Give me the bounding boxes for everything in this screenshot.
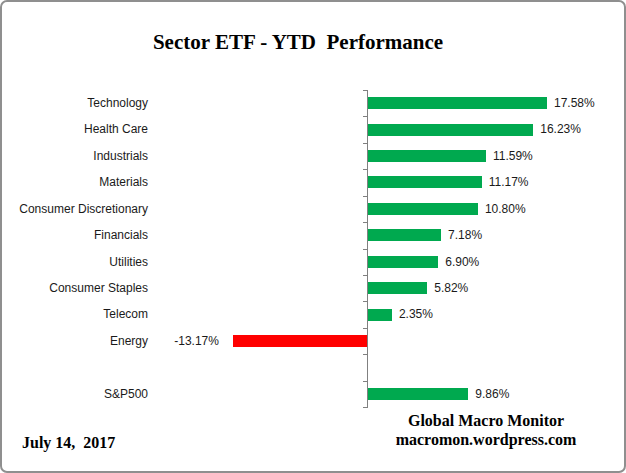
category-label: Consumer Discretionary [2,196,148,222]
axis-tick [363,275,368,276]
category-label: Utilities [2,249,148,275]
bar-positive [368,176,482,188]
credit-text: Global Macro Monitor macromon.wordpress.… [336,411,626,449]
credit-line-2: macromon.wordpress.com [336,430,626,449]
value-label: 6.90% [445,249,479,275]
category-label: Health Care [2,116,148,142]
bar-positive [368,203,478,215]
category-label: Energy [2,328,148,354]
value-label: 7.18% [448,222,482,248]
value-label: 2.35% [399,301,433,327]
credit-line-1: Global Macro Monitor [336,411,626,430]
category-label: Consumer Staples [2,275,148,301]
category-label: Telecom [2,301,148,327]
bar-positive [368,229,441,241]
value-label: 16.23% [540,116,581,142]
bar-positive [368,282,427,294]
bar-positive [368,388,468,400]
category-label: Technology [2,90,148,116]
chart-title: Sector ETF - YTD Performance [2,30,594,55]
value-label: 9.86% [475,381,509,407]
axis-tick [363,90,368,91]
category-label: Financials [2,222,148,248]
chart-canvas: Sector ETF - YTD Performance Technology 1… [0,0,626,473]
axis-tick [363,381,368,382]
bar-positive [368,256,438,268]
value-label: 17.58% [554,90,595,116]
bar-negative [233,335,367,347]
value-label: 11.17% [489,169,529,195]
axis-tick [363,328,368,329]
date-label: July 14, 2017 [22,434,115,452]
bar-positive [368,150,486,162]
axis-tick [363,116,368,117]
axis-tick [363,222,368,223]
value-label: 11.59% [493,143,533,169]
category-label: Materials [2,169,148,195]
axis-tick [363,407,368,408]
axis-tick [363,301,368,302]
value-label: 5.82% [434,275,468,301]
axis-tick [363,143,368,144]
axis-tick [363,249,368,250]
value-label: -13.17% [136,328,219,354]
axis-tick [363,169,368,170]
category-label: S&P500 [2,381,148,407]
value-label: 10.80% [485,196,526,222]
axis-tick [363,196,368,197]
bar-positive [368,124,533,136]
bar-positive [368,309,392,321]
category-label: Industrials [2,143,148,169]
bar-positive [368,97,547,109]
axis-tick [363,354,368,355]
